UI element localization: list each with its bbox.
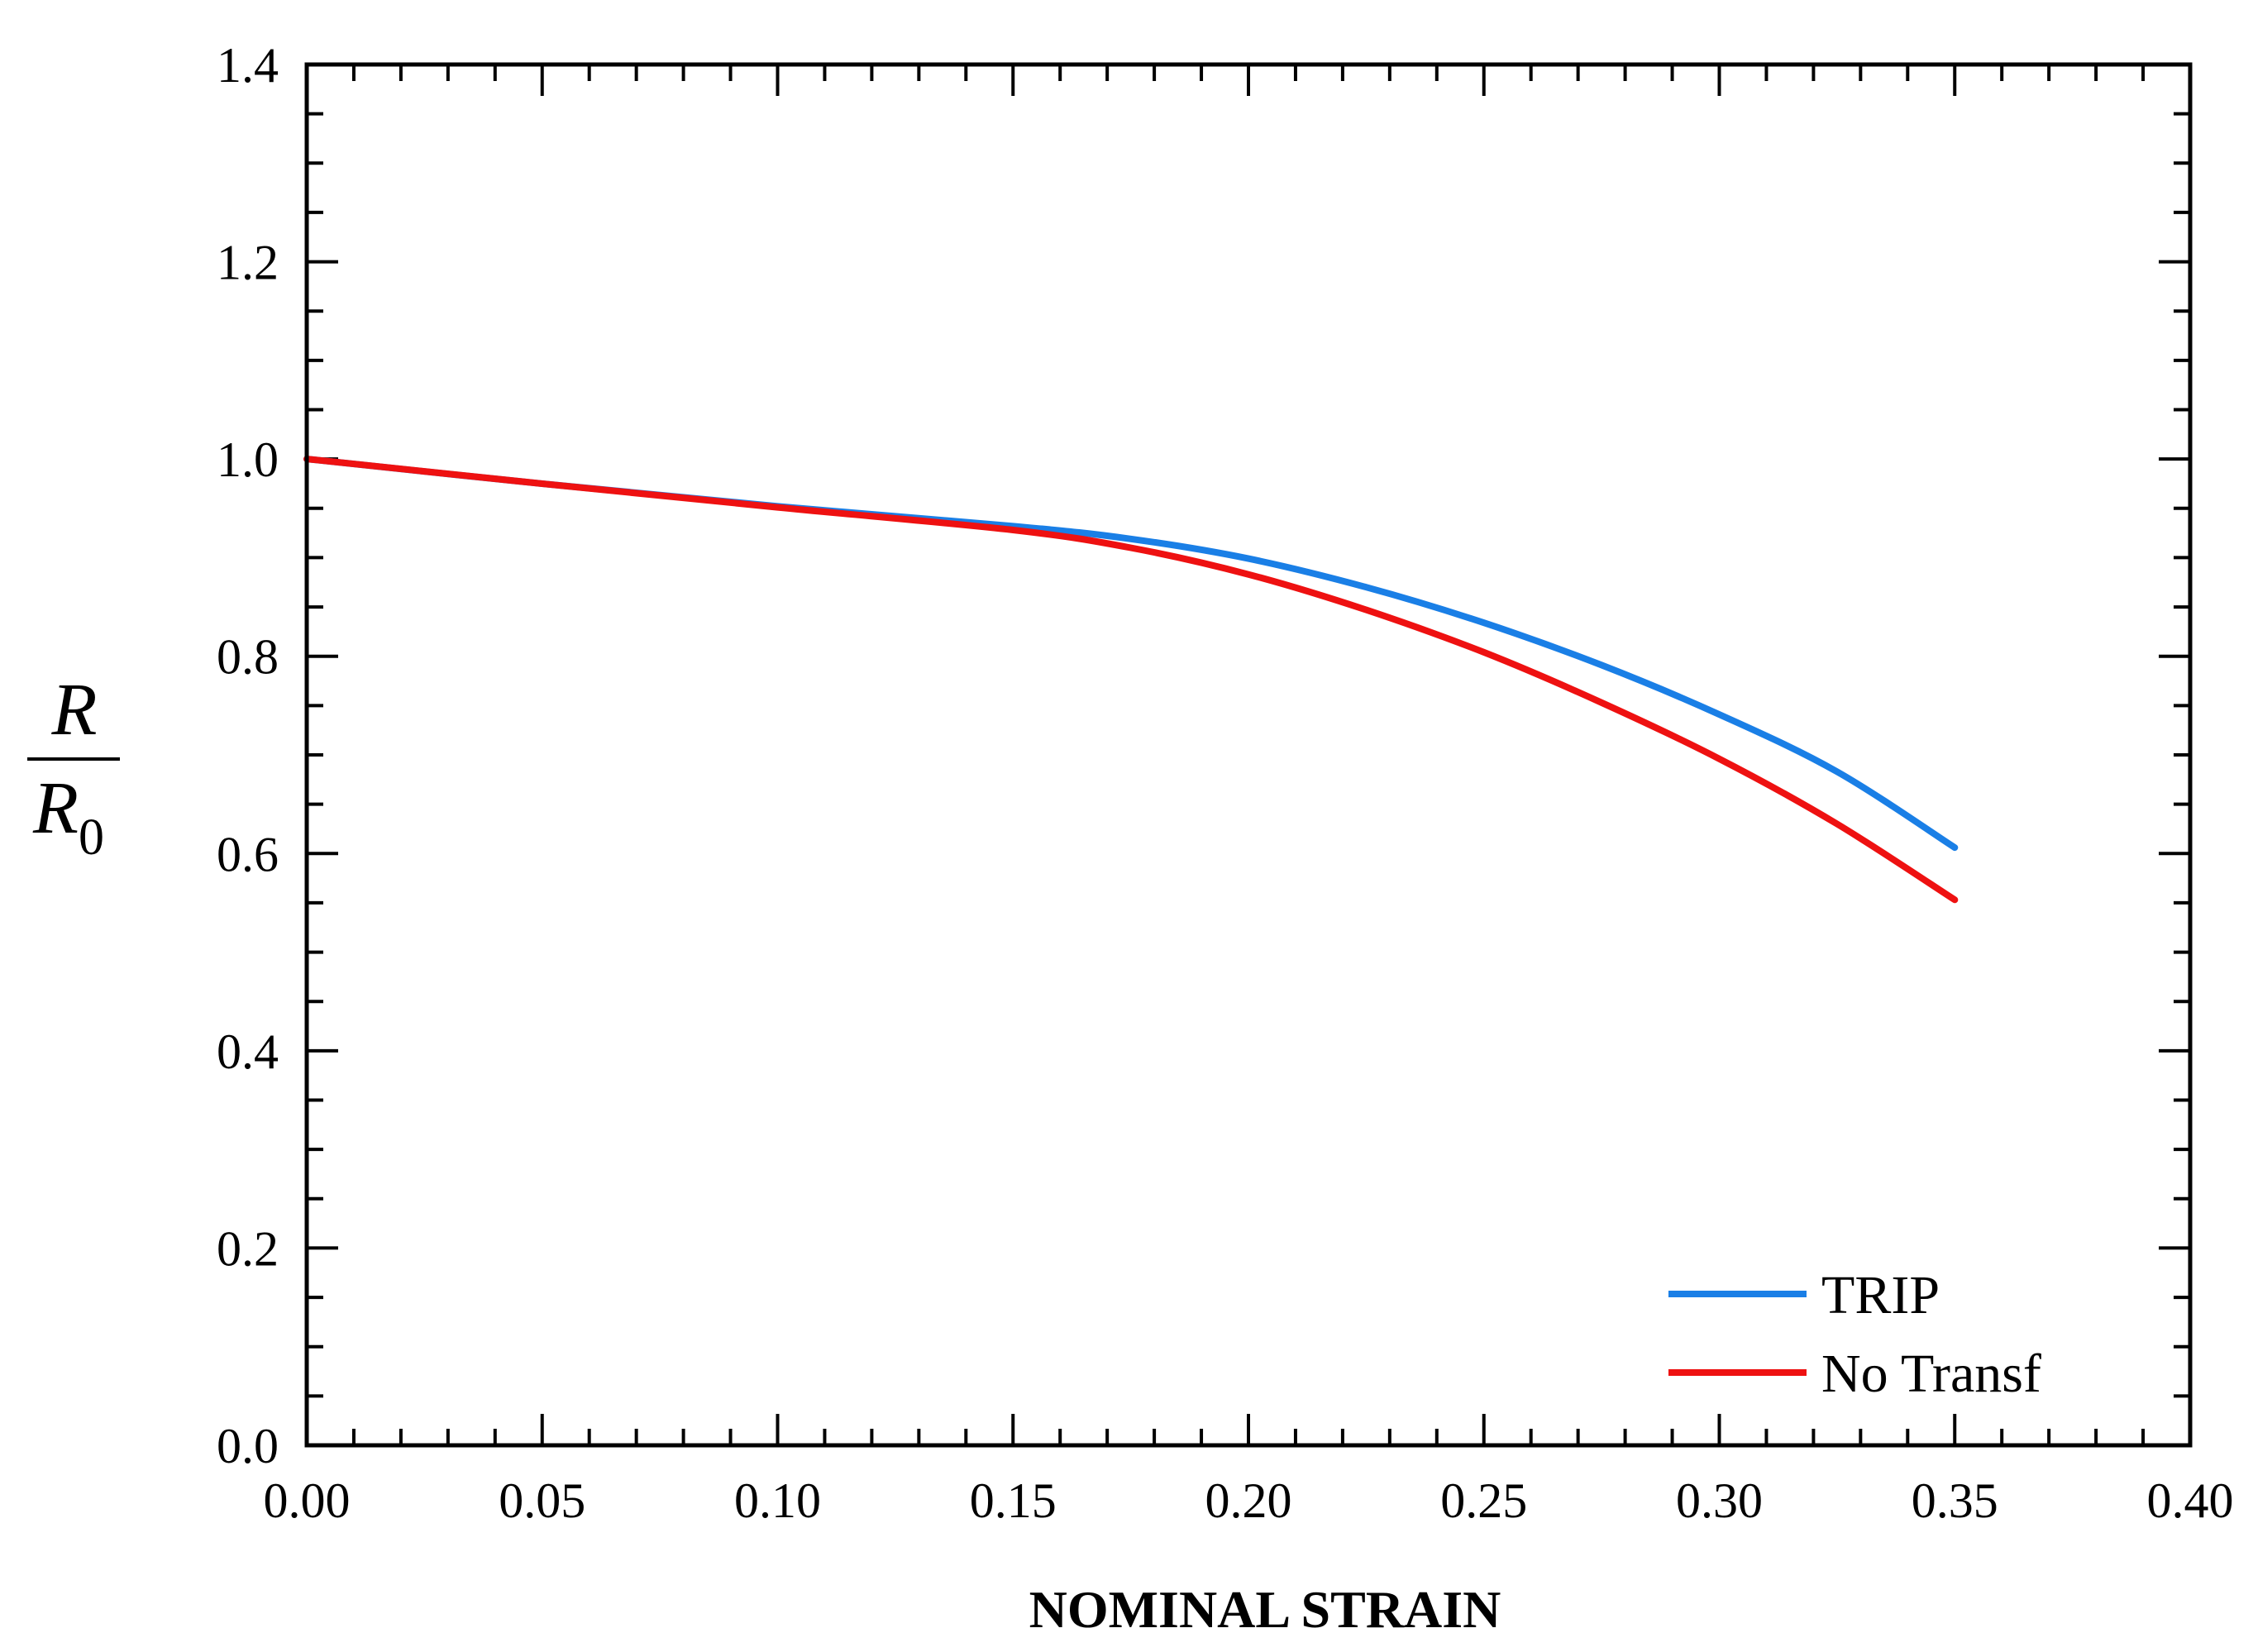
legend: TRIP No Transf (1668, 1265, 2041, 1404)
y-axis-title-subscript: 0 (79, 809, 104, 866)
legend-label-no-transf: No Transf (1821, 1344, 2041, 1404)
y-tick-label: 0.4 (217, 1024, 279, 1079)
y-axis-title-denominator: R (32, 767, 79, 849)
x-tick-label: 0.35 (1912, 1473, 1998, 1528)
series-lines (303, 456, 1959, 904)
x-axis-title: NOMINAL STRAIN (1029, 1580, 1501, 1639)
x-tick-label: 0.30 (1676, 1473, 1763, 1528)
x-tick-label: 0.05 (499, 1473, 585, 1528)
y-tick-label: 0.8 (217, 630, 279, 685)
y-tick-label: 1.2 (217, 236, 279, 290)
legend-label-trip: TRIP (1821, 1265, 1940, 1325)
axis-ticks (305, 63, 2192, 1447)
x-tick-label: 0.00 (264, 1473, 351, 1528)
x-tick-label: 0.10 (734, 1473, 821, 1528)
x-tick-label: 0.20 (1205, 1473, 1292, 1528)
y-tick-label: 0.0 (217, 1419, 279, 1473)
y-tick-label: 0.6 (217, 827, 279, 881)
y-axis-title: R R 0 (27, 669, 120, 866)
x-tick-label: 0.40 (2147, 1473, 2234, 1528)
x-tick-label: 0.15 (970, 1473, 1057, 1528)
series-line-trip (303, 456, 1959, 852)
plot-frame (304, 62, 2193, 1448)
x-tick-labels: 0.00 0.05 0.10 0.15 0.20 0.25 0.30 0.35 0.40 (264, 1473, 2234, 1528)
y-tick-label: 0.2 (217, 1221, 279, 1276)
x-tick-label: 0.25 (1440, 1473, 1527, 1528)
y-tick-label: 1.0 (217, 432, 279, 487)
y-tick-labels: 0.0 0.2 0.4 0.6 0.8 1.0 1.2 1.4 (217, 38, 279, 1473)
y-tick-label: 1.4 (217, 38, 279, 93)
series-line-no-transf (303, 456, 1959, 904)
y-axis-title-numerator: R (51, 669, 98, 751)
